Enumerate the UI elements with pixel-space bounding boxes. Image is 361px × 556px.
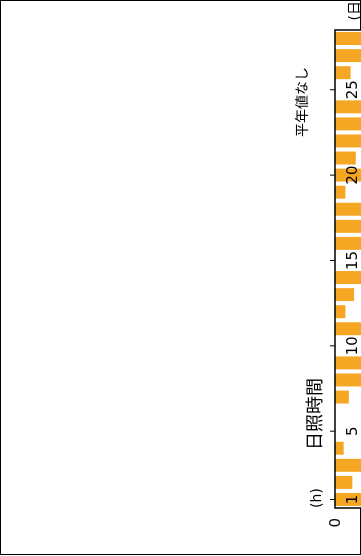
bar-day-27 (335, 49, 361, 63)
bar-day-3 (335, 458, 361, 472)
y-axis-unit-label: (h) (309, 488, 325, 508)
bar-day-7 (335, 390, 349, 404)
bar-day-14 (335, 271, 361, 285)
x-tick-label-20: 20 (343, 166, 361, 185)
bar-day-1 (335, 492, 361, 506)
x-tick-label-5: 5 (343, 426, 361, 436)
bar-day-13 (335, 288, 355, 302)
x-tick-label-25: 25 (343, 80, 361, 99)
bar-day-16 (335, 236, 361, 250)
bar-day-4 (335, 441, 344, 455)
bar-day-17 (335, 219, 361, 233)
bars (335, 32, 361, 506)
bar-day-18 (335, 202, 361, 216)
plot-border (334, 29, 361, 509)
page-title: 日照時間 (305, 378, 326, 450)
bar-day-8 (335, 373, 361, 387)
bar-day-26 (335, 66, 351, 80)
x-axis-ticks (330, 89, 335, 500)
normal-value-note: 平年値なし (295, 67, 311, 137)
bar-day-9 (335, 356, 361, 370)
x-axis-unit-label: (日) (347, 1, 361, 20)
x-tick-label-10: 10 (343, 336, 361, 355)
bar-day-28 (335, 32, 361, 46)
x-tick-label-1: 1 (343, 495, 361, 505)
bar-day-24 (335, 100, 361, 114)
bar-day-12 (335, 305, 346, 319)
x-tick-label-15: 15 (343, 251, 361, 270)
bar-day-11 (335, 322, 361, 336)
bar-day-19 (335, 185, 346, 199)
y-axis-labels: 051015 (326, 518, 344, 528)
bar-day-22 (335, 134, 361, 148)
bar-day-2 (335, 475, 353, 489)
bar-day-21 (335, 151, 356, 165)
y-tick-label-0: 0 (326, 518, 344, 528)
bar-day-23 (335, 117, 361, 131)
